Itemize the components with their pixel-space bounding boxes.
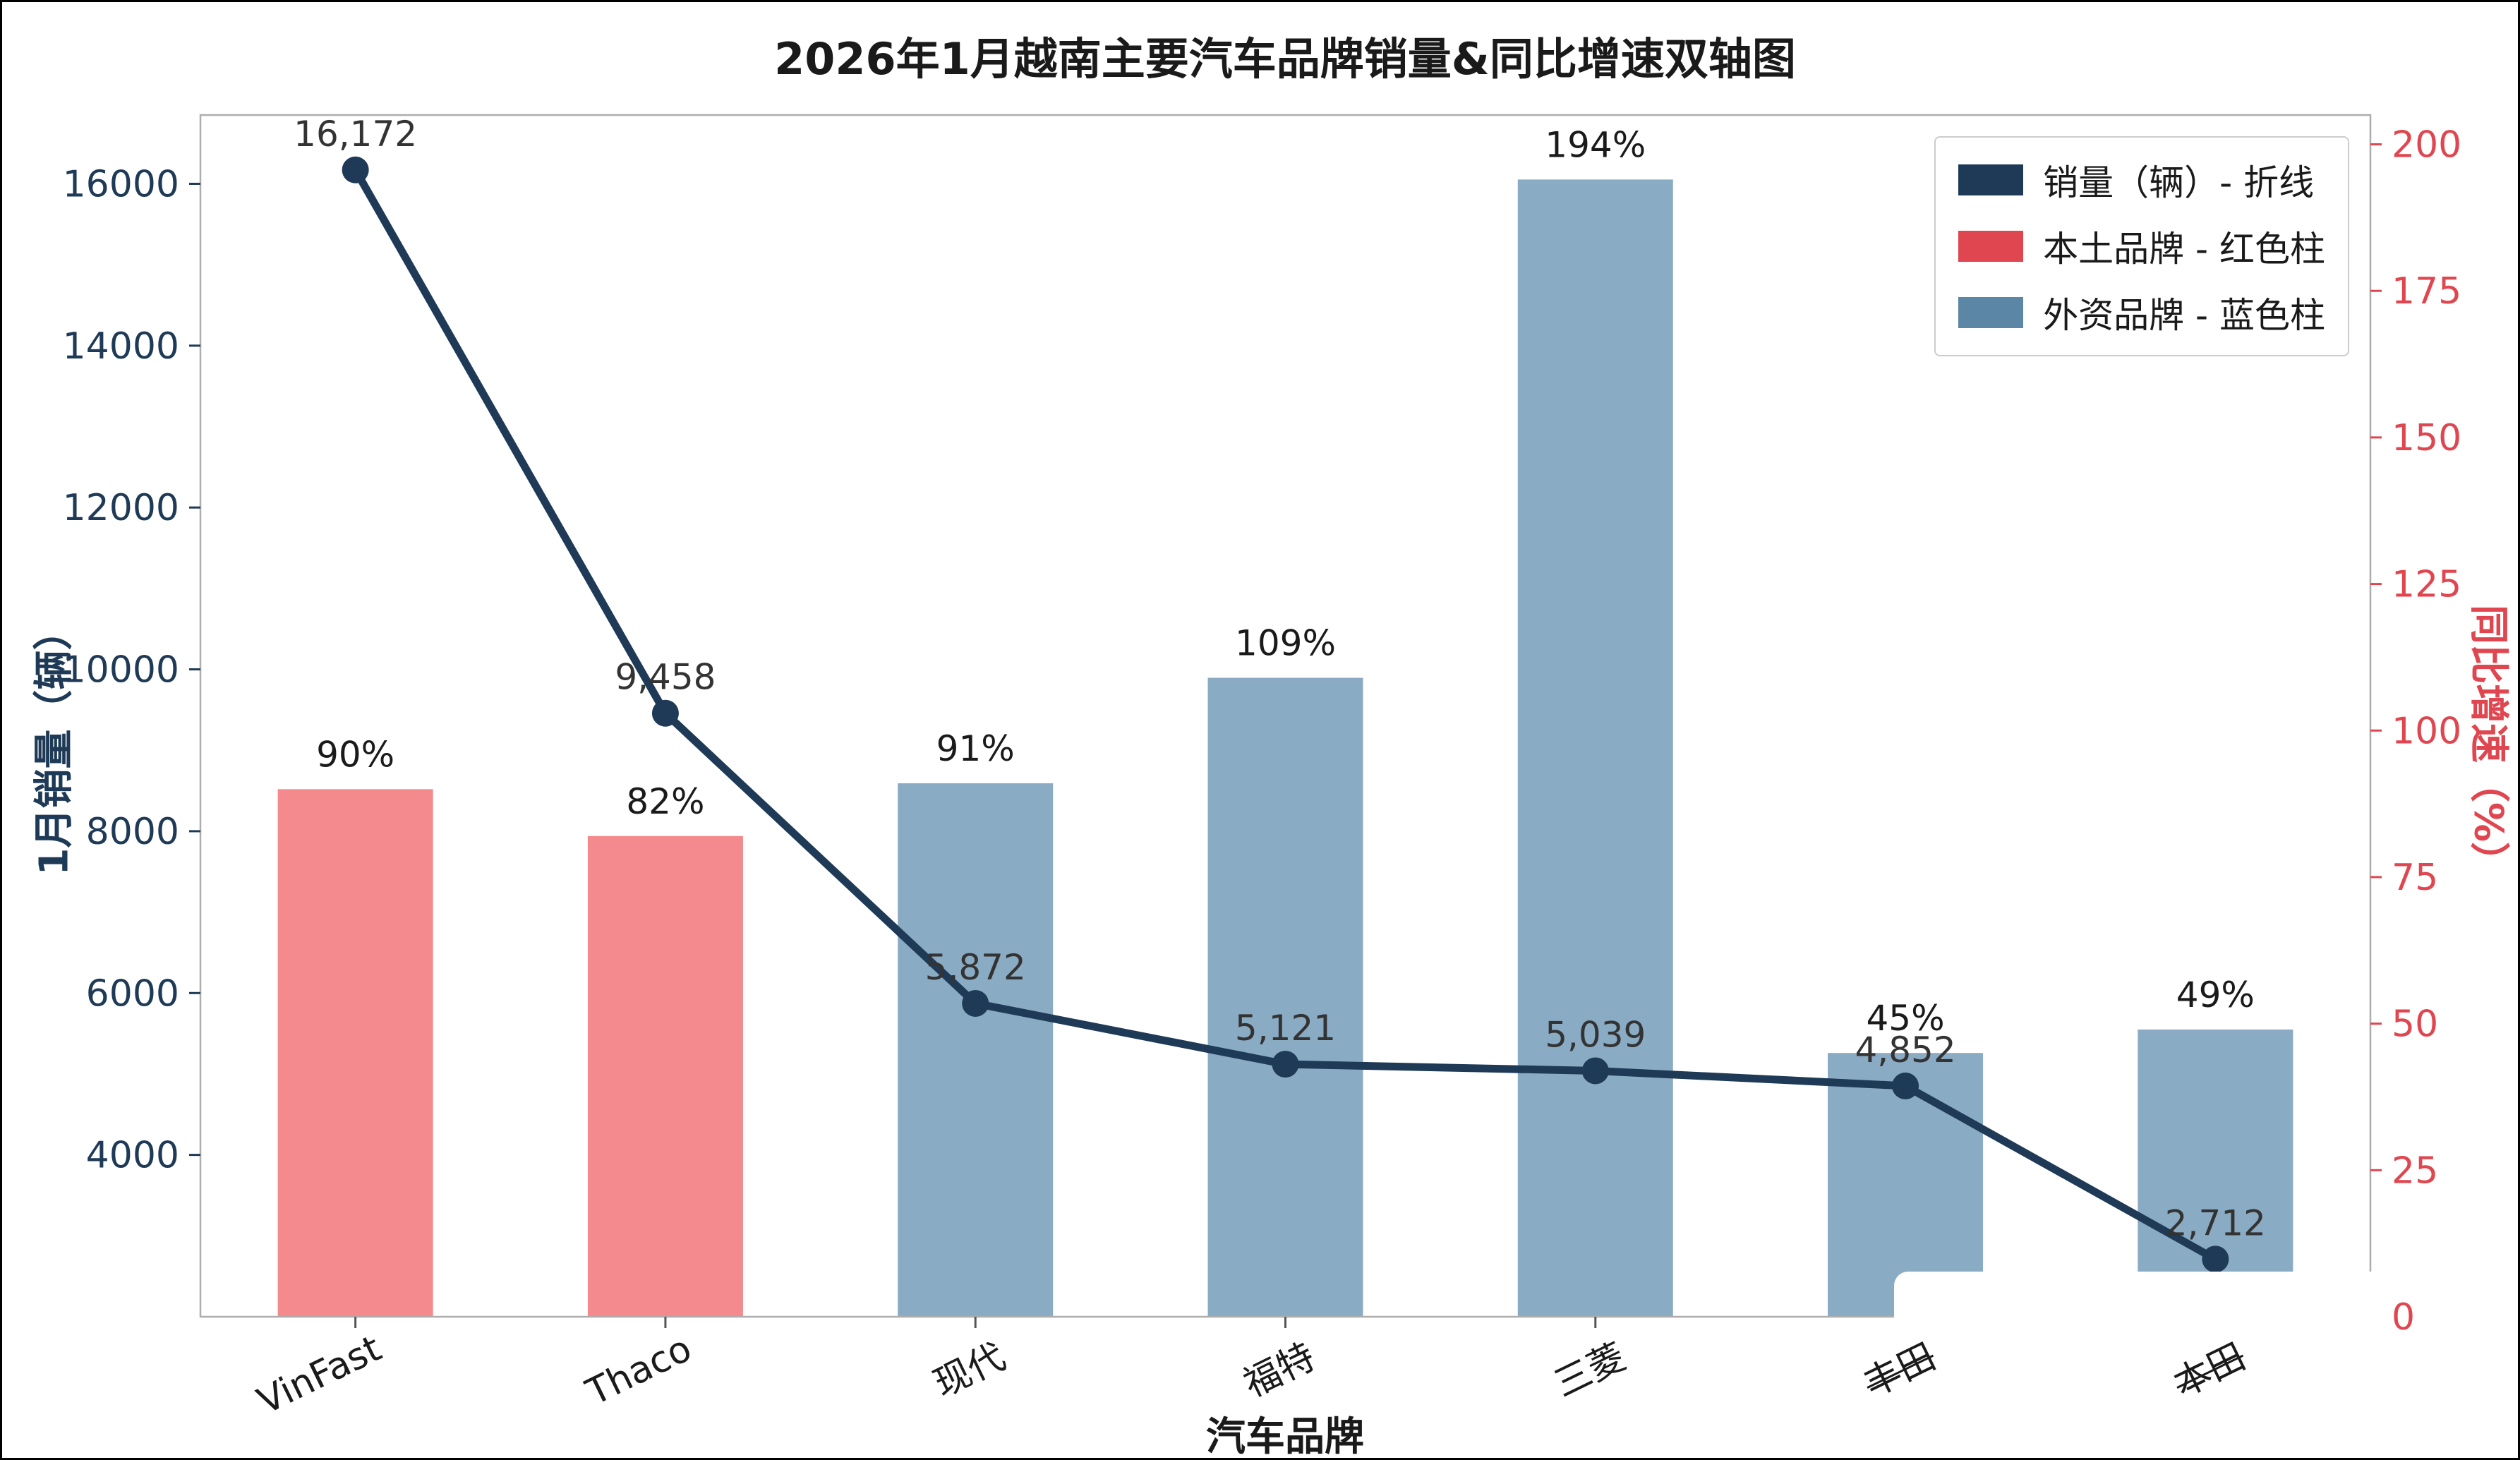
right-tick-label: 0 — [2392, 1296, 2415, 1339]
left-tick-label: 12000 — [63, 487, 179, 529]
bar-Thaco — [587, 835, 743, 1317]
sales-point-三菱 — [1581, 1057, 1609, 1085]
legend-item-foreign-bars: 外资品牌 - 蓝色柱 — [1958, 287, 2325, 338]
bar-value-label: 82% — [626, 781, 704, 822]
bar-VinFast — [277, 789, 433, 1317]
bar-三菱 — [1517, 179, 1673, 1317]
watermark-cover — [1894, 1272, 2388, 1331]
bar-value-label: 90% — [316, 734, 394, 775]
right-tick-label: 100 — [2392, 710, 2461, 752]
legend: 销量（辆）- 折线 本土品牌 - 红色柱 外资品牌 - 蓝色柱 — [1934, 136, 2349, 356]
legend-swatch-local — [1958, 231, 2024, 262]
line-value-label: 9,458 — [615, 657, 716, 698]
x-axis-title: 汽车品牌 — [1206, 1414, 1364, 1460]
right-tick-label: 150 — [2392, 417, 2461, 459]
bar-value-label: 49% — [2176, 975, 2255, 1015]
legend-label: 本土品牌 - 红色柱 — [2043, 229, 2325, 270]
bar-福特 — [1207, 677, 1363, 1317]
line-value-label: 4,852 — [1855, 1030, 1956, 1070]
sales-point-VinFast — [342, 156, 369, 183]
left-tick-label: 6000 — [86, 972, 179, 1015]
bar-value-label: 91% — [936, 728, 1015, 769]
left-tick-label: 8000 — [86, 811, 179, 853]
line-value-label: 2,712 — [2165, 1202, 2266, 1243]
right-tick-label: 75 — [2392, 857, 2438, 899]
bar-value-label: 109% — [1235, 623, 1336, 664]
legend-item-sales-line: 销量（辆）- 折线 — [1958, 155, 2325, 205]
left-tick-label: 10000 — [63, 649, 179, 692]
bar-value-label: 45% — [1867, 998, 1945, 1039]
right-tick-label: 125 — [2392, 564, 2461, 606]
sales-point-Thaco — [651, 699, 679, 727]
left-axis-title: 1月销量（辆） — [31, 610, 78, 876]
chart-title: 2026年1月越南主要汽车品牌销量&同比增速双轴图 — [774, 33, 1796, 85]
legend-swatch-line — [1958, 164, 2024, 195]
left-tick-label: 16000 — [63, 163, 179, 205]
bar-value-label: 194% — [1545, 124, 1646, 165]
legend-label: 外资品牌 - 蓝色柱 — [2043, 295, 2325, 336]
right-tick-label: 175 — [2392, 270, 2461, 313]
legend-label: 销量（辆）- 折线 — [2043, 162, 2315, 203]
line-value-label: 5,121 — [1235, 1008, 1336, 1049]
line-value-label: 16,172 — [294, 114, 417, 155]
sales-point-本田 — [2202, 1245, 2229, 1273]
sales-point-福特 — [1272, 1051, 1299, 1078]
line-value-label: 5,039 — [1545, 1014, 1646, 1055]
left-tick-label: 4000 — [86, 1135, 179, 1177]
legend-swatch-foreign — [1958, 297, 2024, 328]
sales-point-现代 — [962, 989, 989, 1017]
right-tick-label: 200 — [2392, 124, 2461, 167]
right-axis-title: 同比增速（%） — [2465, 604, 2512, 882]
legend-item-local-bars: 本土品牌 - 红色柱 — [1958, 221, 2325, 272]
right-tick-label: 25 — [2392, 1150, 2438, 1192]
line-value-label: 5,872 — [925, 947, 1026, 988]
bar-现代 — [898, 783, 1054, 1317]
left-tick-label: 14000 — [63, 325, 179, 368]
right-tick-label: 50 — [2392, 1003, 2438, 1046]
sales-point-丰田 — [1892, 1072, 1919, 1099]
